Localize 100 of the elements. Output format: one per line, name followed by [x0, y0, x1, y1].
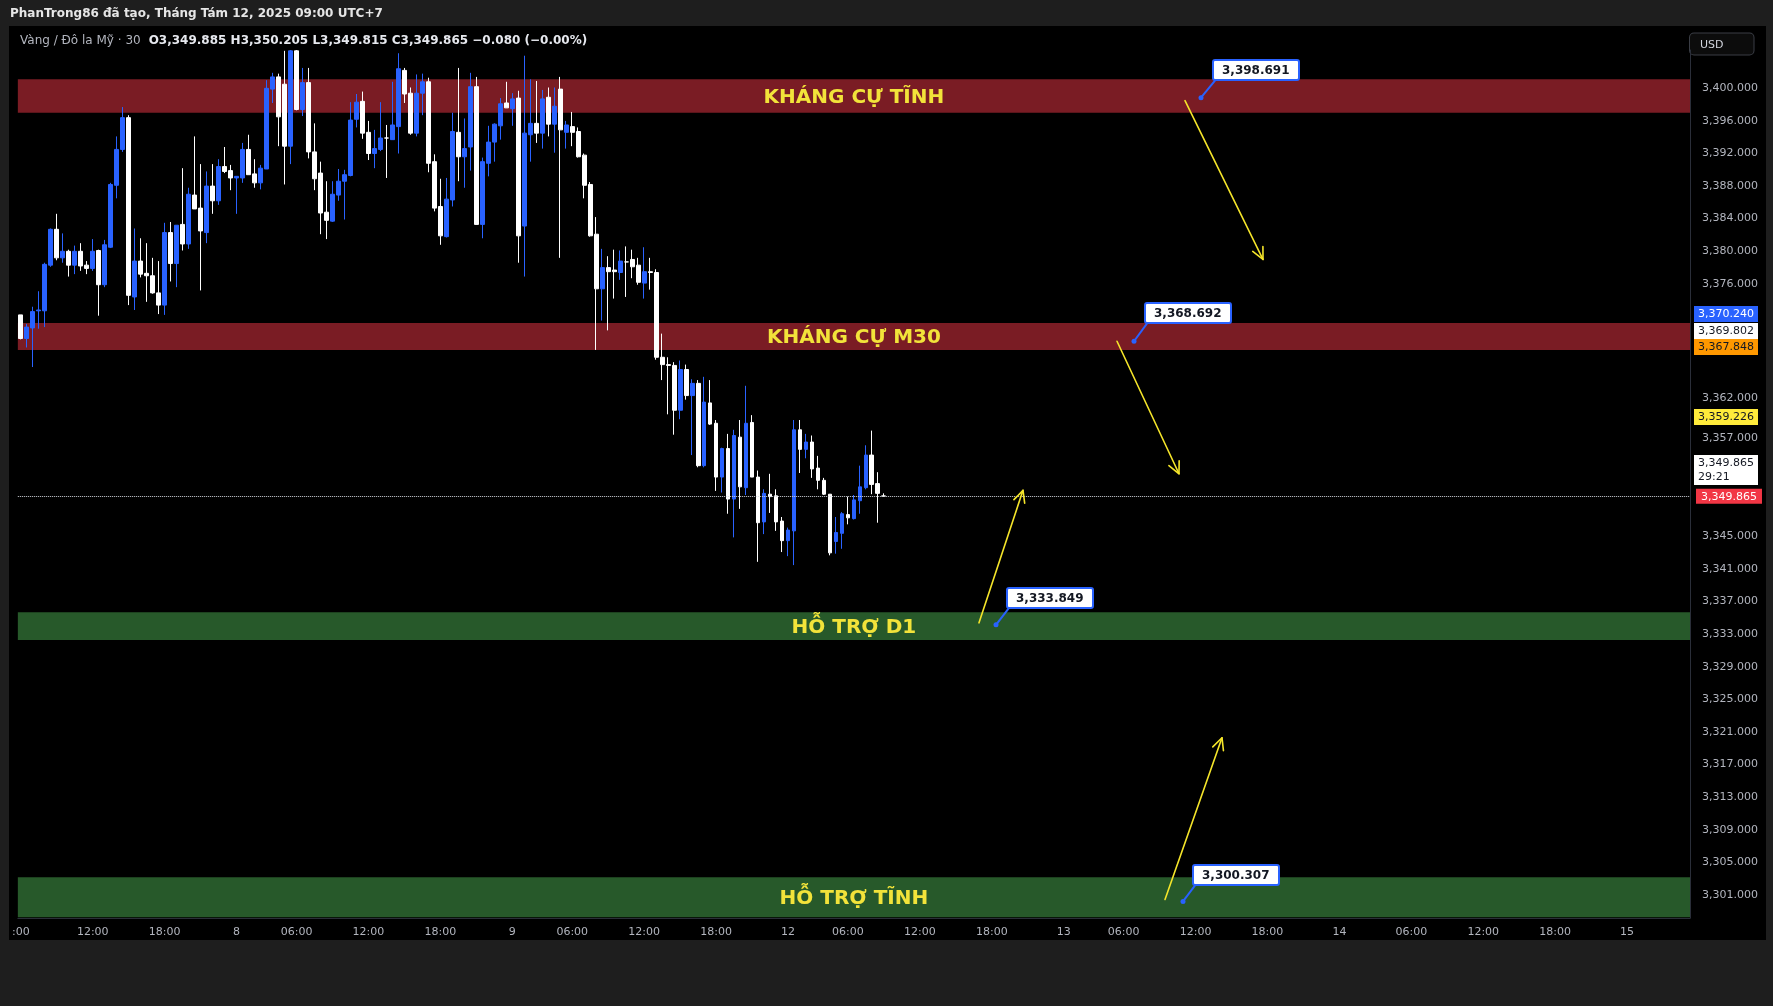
- y-tick-label: 3,337.000: [1702, 594, 1758, 608]
- x-tick-label: 06:00: [1107, 925, 1140, 938]
- y-tick-label: 3,313.000: [1702, 790, 1758, 804]
- candlestick: [858, 465, 862, 515]
- annotation: 3,398.691: [1212, 59, 1300, 82]
- band-label: KHÁNG CỰ M30: [766, 324, 941, 349]
- candlestick: [288, 49, 293, 165]
- y-tick-label: 3,325.000: [1702, 692, 1758, 706]
- candlestick: [720, 447, 724, 494]
- candlestick: [702, 376, 706, 468]
- candlestick: [516, 90, 521, 264]
- candlestick: [60, 232, 65, 264]
- y-tick-label: 3,341.000: [1702, 561, 1758, 575]
- x-tick-label: 15: [1620, 925, 1635, 938]
- candlestick: [810, 435, 814, 479]
- x-tick-label: 18:00: [148, 925, 181, 938]
- candlestick: [792, 419, 796, 566]
- candlestick: [816, 455, 820, 490]
- y-tick-label: 3,321.000: [1702, 724, 1758, 738]
- candlestick: [786, 527, 790, 557]
- candlestick: [546, 86, 551, 137]
- x-tick-label: 12:00: [352, 925, 385, 938]
- ref-line-label: 3,349.865: [1701, 489, 1757, 503]
- y-tick-label: 3,384.000: [1702, 211, 1758, 225]
- candlestick: [126, 114, 131, 306]
- candlestick: [132, 227, 137, 311]
- x-tick-label: 18:00: [424, 925, 457, 938]
- candlestick: [708, 379, 712, 426]
- candlestick: [696, 379, 701, 468]
- candlestick: [756, 470, 760, 563]
- candlestick: [834, 516, 838, 555]
- x-tick-label: 12:00: [1179, 925, 1212, 938]
- candlestick: [552, 86, 557, 154]
- x-tick-label: 12: [780, 925, 795, 938]
- candlestick: [780, 516, 784, 553]
- candlestick: [750, 414, 754, 478]
- candlestick: [600, 248, 605, 322]
- x-tick-label: 06:00: [280, 925, 313, 938]
- candlestick: [618, 250, 623, 281]
- y-tick-label: 3,400.000: [1702, 80, 1758, 94]
- x-tick-label: :00: [11, 925, 30, 938]
- x-tick-label: 06:00: [556, 925, 589, 938]
- text: 3,359.226: [1694, 409, 1758, 426]
- candlestick: [744, 385, 748, 496]
- x-tick-label: 18:00: [700, 925, 732, 938]
- candlestick: [738, 419, 742, 510]
- x-tick-label: 12:00: [1467, 925, 1500, 938]
- candlestick: [180, 167, 185, 251]
- candlestick: [558, 76, 563, 259]
- y-tick-label: 3,317.000: [1702, 757, 1758, 771]
- candlestick: [690, 378, 695, 456]
- candlestick: [474, 76, 479, 225]
- text: 3,349.865 29:21: [1694, 455, 1758, 486]
- x-tick-label: 12:00: [76, 925, 109, 938]
- y-tick-label: 3,362.000: [1702, 390, 1758, 404]
- candlestick: [762, 488, 766, 535]
- candlestick: [726, 433, 730, 515]
- y-tick-label: 3,392.000: [1702, 146, 1758, 160]
- candlestick: [462, 117, 467, 189]
- candlestick: [540, 89, 545, 150]
- y-tick-label: 3,345.000: [1702, 529, 1758, 543]
- annotation: 3,333.849: [1006, 586, 1094, 609]
- chart-subtitle: O3,349.885 H3,350.205 L3,349.815 C3,349.865 −0.080 (−0.00%): [148, 33, 588, 47]
- x-tick-label: 18:00: [975, 925, 1008, 938]
- candlestick: [186, 187, 191, 250]
- y-tick-label: 3,380.000: [1702, 244, 1758, 257]
- candlestick: [54, 213, 59, 261]
- candlestick: [840, 511, 844, 550]
- candlestick: [642, 246, 647, 300]
- y-tick-label: 3,357.000: [1702, 431, 1758, 445]
- candlestick: [294, 49, 299, 111]
- x-tick-label: 9: [508, 925, 516, 938]
- candlestick: [66, 249, 71, 278]
- candlestick: [714, 419, 718, 492]
- candlestick: [18, 314, 23, 340]
- y-tick-label: 3,396.000: [1702, 113, 1758, 127]
- candlestick: [804, 433, 808, 459]
- candlestick: [504, 81, 509, 109]
- text: 3,369.802: [1694, 322, 1758, 339]
- y-tick-label: 3,309.000: [1702, 822, 1758, 836]
- band-label: HỖ TRỢ TĨNH: [779, 882, 929, 910]
- candlestick: [732, 429, 736, 538]
- x-tick-label: 18:00: [1539, 925, 1571, 938]
- x-tick-label: 12:00: [904, 925, 936, 938]
- y-tick-label: 3,376.000: [1702, 276, 1758, 290]
- candlestick: [684, 364, 689, 401]
- y-tick-label: 3,301.000: [1702, 887, 1758, 901]
- y-axis-title: USD: [1700, 37, 1724, 51]
- annotation: 3,300.307: [1192, 864, 1280, 887]
- x-tick-label: 14: [1332, 925, 1347, 938]
- candlestick: [162, 222, 167, 316]
- candlestick: [90, 238, 95, 272]
- y-tick-label: 3,329.000: [1702, 659, 1758, 673]
- candlestick: [210, 163, 215, 215]
- candlestick: [828, 493, 832, 556]
- candlestick: [678, 360, 683, 420]
- candlestick: [510, 92, 515, 127]
- text: PhanTrong86 đã tạo, Tháng Tám 12, 2025 09:00 UTC+7: [10, 6, 383, 20]
- candlestick: [774, 488, 778, 532]
- x-tick-label: 06:00: [1395, 925, 1428, 938]
